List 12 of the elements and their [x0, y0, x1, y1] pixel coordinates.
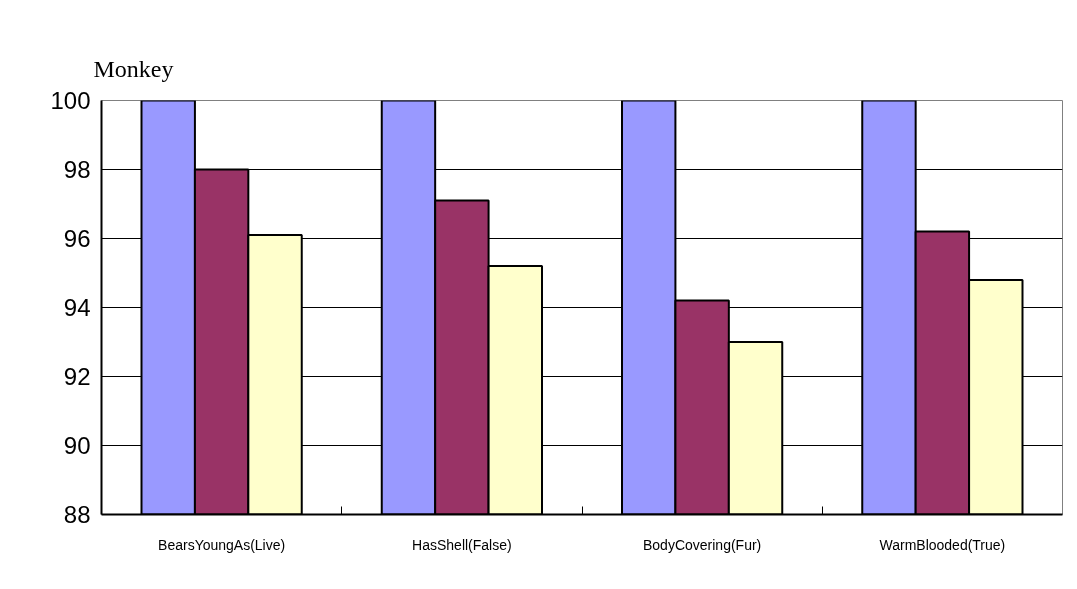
- x-tick-label: HasShell(False): [412, 536, 512, 553]
- y-tick-label: 92: [63, 363, 91, 390]
- y-tick-label: 90: [63, 432, 91, 459]
- y-tick-label: 98: [63, 156, 91, 183]
- x-tick-label: BearsYoungAs(Live): [158, 536, 286, 553]
- x-tick-label: BodyCovering(Fur): [642, 536, 762, 553]
- x-tick-label: WarmBlooded(True): [879, 536, 1006, 553]
- y-tick-label: 100: [50, 87, 91, 114]
- y-tick-label: 94: [63, 294, 91, 321]
- chart-title: Monkey: [93, 55, 174, 82]
- y-tick-label: 88: [63, 501, 91, 528]
- y-tick-label: 96: [63, 225, 91, 252]
